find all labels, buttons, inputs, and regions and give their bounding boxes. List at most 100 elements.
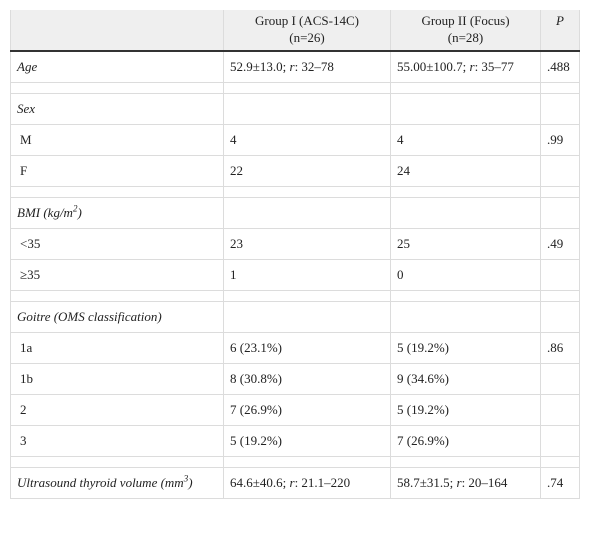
text: Ultrasound thyroid volume (mm xyxy=(17,475,184,490)
cell: 5 (19.2%) xyxy=(390,332,541,364)
text: 7 (26.9%) xyxy=(397,433,449,448)
label: ≥35 xyxy=(20,267,41,282)
row: Age 52.9±13.0; r: 32–78 55.00±100.7; r: … xyxy=(10,50,580,83)
cell: M xyxy=(10,124,224,156)
text: .99 xyxy=(547,132,564,147)
label: Sex xyxy=(17,101,36,116)
cell: Ultrasound thyroid volume (mm3) xyxy=(10,467,224,499)
text: : 21.1–220 xyxy=(294,475,351,490)
header-text: (n=28) xyxy=(447,30,484,45)
text: r xyxy=(289,475,295,490)
spacer-row xyxy=(10,186,580,198)
text: 1 xyxy=(230,267,237,282)
row: F 22 24 xyxy=(10,155,580,187)
header-cell: P xyxy=(540,10,580,52)
cell: 0 xyxy=(390,259,541,291)
text: 4 xyxy=(230,132,237,147)
cell: 2 xyxy=(10,394,224,426)
text: 8 (30.8%) xyxy=(230,371,282,386)
cell: 1 xyxy=(223,259,391,291)
row: ≥35 1 0 xyxy=(10,259,580,291)
text: 25 xyxy=(397,236,410,251)
text: 24 xyxy=(397,163,410,178)
cell: 6 (23.1%) xyxy=(223,332,391,364)
text: 5 (19.2%) xyxy=(230,433,282,448)
label: Goitre (OMS classification) xyxy=(17,309,162,324)
text: 6 (23.1%) xyxy=(230,340,282,355)
cell: 8 (30.8%) xyxy=(223,363,391,395)
text: : 35–77 xyxy=(474,59,514,74)
cell: 1b xyxy=(10,363,224,395)
header-text: Group I (ACS-14C) xyxy=(255,13,359,28)
text: r xyxy=(469,59,475,74)
text: 5 (19.2%) xyxy=(397,340,449,355)
header-text: Group II (Focus) xyxy=(421,13,510,28)
text: 55.00±100.7; xyxy=(397,59,470,74)
cell: 58.7±31.5; r: 20–164 xyxy=(390,467,541,499)
row: 1a 6 (23.1%) 5 (19.2%) .86 xyxy=(10,332,580,364)
label: Ultrasound thyroid volume (mm3) xyxy=(17,473,193,490)
row: M 4 4 .99 xyxy=(10,124,580,156)
text: BMI (kg/m xyxy=(17,205,73,220)
header-row: Group I (ACS-14C) (n=26) Group II (Focus)… xyxy=(10,10,580,52)
spacer-row xyxy=(10,456,580,468)
label: BMI (kg/m2) xyxy=(17,203,82,220)
text: r xyxy=(289,59,295,74)
cell: .74 xyxy=(540,467,580,499)
cell: 9 (34.6%) xyxy=(390,363,541,395)
label: Age xyxy=(17,59,38,74)
label: 3 xyxy=(20,433,27,448)
cell: 25 xyxy=(390,228,541,260)
header-text: P xyxy=(556,13,564,28)
header-cell: Group I (ACS-14C) (n=26) xyxy=(223,10,391,52)
cell: Age xyxy=(10,50,224,83)
text: 2 xyxy=(72,203,78,214)
text: 52.9±13.0; xyxy=(230,59,290,74)
row: BMI (kg/m2) xyxy=(10,197,580,229)
cell: .86 xyxy=(540,332,580,364)
data-table: Group I (ACS-14C) (n=26) Group II (Focus)… xyxy=(10,10,580,499)
cell: 64.6±40.6; r: 21.1–220 xyxy=(223,467,391,499)
cell: ≥35 xyxy=(10,259,224,291)
label: M xyxy=(20,132,32,147)
text: 9 (34.6%) xyxy=(397,371,449,386)
header-text: (n=26) xyxy=(289,30,325,45)
cell: .99 xyxy=(540,124,580,156)
cell: 4 xyxy=(223,124,391,156)
label: <35 xyxy=(20,236,41,251)
text: 4 xyxy=(397,132,404,147)
text: r xyxy=(456,475,462,490)
text: 3 xyxy=(183,473,189,484)
cell: 3 xyxy=(10,425,224,457)
spacer-row xyxy=(10,82,580,94)
cell: 55.00±100.7; r: 35–77 xyxy=(390,50,541,83)
row: <35 23 25 .49 xyxy=(10,228,580,260)
text: ) xyxy=(77,205,82,220)
cell: 23 xyxy=(223,228,391,260)
cell: 1a xyxy=(10,332,224,364)
text: .86 xyxy=(547,340,564,355)
row: 1b 8 (30.8%) 9 (34.6%) xyxy=(10,363,580,395)
text: 58.7±31.5; xyxy=(397,475,457,490)
cell: .49 xyxy=(540,228,580,260)
row: Goitre (OMS classification) xyxy=(10,301,580,333)
cell: 24 xyxy=(390,155,541,187)
row: Sex xyxy=(10,93,580,125)
label: 2 xyxy=(20,402,27,417)
header-cell: Group II (Focus) (n=28) xyxy=(390,10,541,52)
label: 1a xyxy=(20,340,33,355)
text: : 32–78 xyxy=(294,59,334,74)
cell: Sex xyxy=(10,93,224,125)
cell: BMI (kg/m2) xyxy=(10,197,224,229)
text: 5 (19.2%) xyxy=(397,402,449,417)
text: 64.6±40.6; xyxy=(230,475,290,490)
text: 0 xyxy=(397,267,404,282)
cell: .488 xyxy=(540,50,580,83)
cell: Goitre (OMS classification) xyxy=(10,301,224,333)
text: .488 xyxy=(547,59,570,74)
text: 22 xyxy=(230,163,243,178)
cell: 5 (19.2%) xyxy=(390,394,541,426)
text: 23 xyxy=(230,236,243,251)
label: 1b xyxy=(20,371,33,386)
